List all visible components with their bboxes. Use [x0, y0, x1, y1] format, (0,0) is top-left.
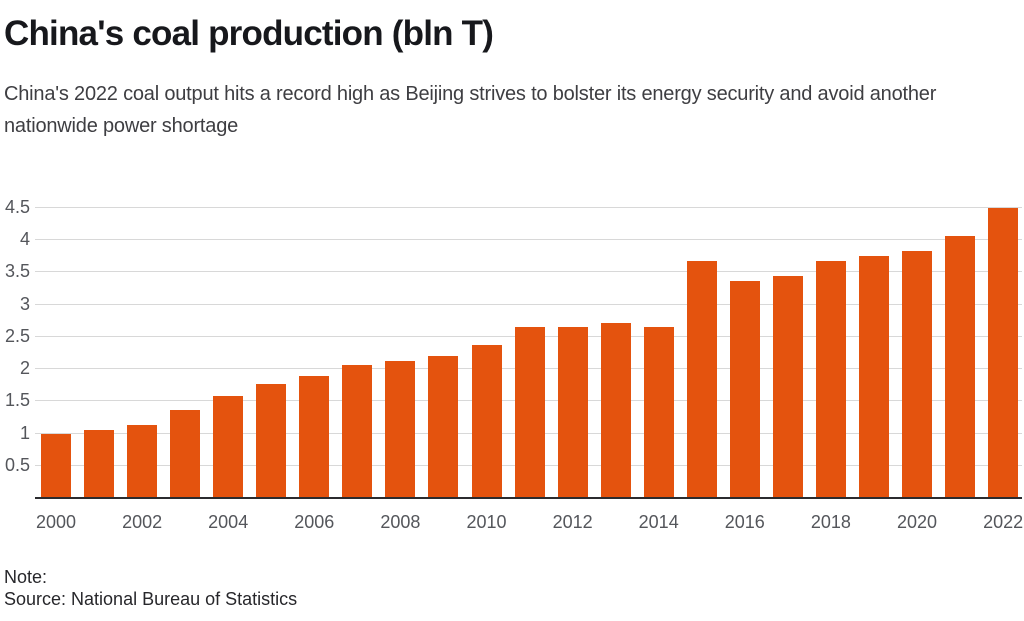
x-tick-label-2012: 2012: [552, 512, 593, 532]
bar-2021: [945, 235, 976, 498]
x-tick-label-2022: 2022: [983, 512, 1024, 532]
note-text: Note:: [4, 567, 48, 587]
gridline-4: [35, 239, 1022, 241]
bar-2015: [686, 260, 717, 498]
gridline-3.5: [35, 271, 1022, 273]
chart-title: China's coal production (bln T): [4, 14, 494, 53]
bar-2016: [729, 281, 760, 498]
bar-2004: [213, 396, 244, 498]
bar-2006: [299, 375, 330, 498]
y-tick-label-2.5: 2.5: [4, 325, 30, 346]
bar-2017: [772, 275, 803, 498]
bar-2018: [815, 260, 846, 498]
x-tick-label-2008: 2008: [380, 512, 421, 532]
x-axis-line: [35, 497, 1022, 499]
y-tick-label-3.5: 3.5: [4, 261, 30, 282]
gridline-3: [35, 303, 1022, 305]
bar-chart: 0.5 1 1.5 2 2.5 3 3.5 4 4.5 2000 2002 2004 2006 2008 2…: [4, 198, 1024, 544]
bar-2020: [902, 251, 932, 498]
y-tick-label-3: 3: [19, 293, 30, 314]
y-tick-label-4.5: 4.5: [4, 197, 30, 217]
y-tick-label-0.5: 0.5: [4, 454, 30, 475]
bar-2001: [84, 429, 115, 498]
y-tick-label-1: 1: [19, 422, 30, 443]
bar-2011: [514, 327, 545, 498]
bar-2000: [41, 433, 71, 498]
bar-2005: [256, 383, 287, 498]
bar-2022: [988, 208, 1019, 498]
bar-2002: [127, 424, 158, 498]
x-tick-label-2006: 2006: [294, 512, 335, 532]
x-tick-label-2002: 2002: [122, 512, 163, 532]
bar-2007: [342, 365, 373, 498]
bar-2003: [170, 410, 201, 498]
bar-2019: [858, 256, 889, 498]
bar-2010: [471, 344, 502, 498]
x-tick-label-2010: 2010: [466, 512, 507, 532]
bar-2014: [643, 327, 674, 498]
x-tick-label-2020: 2020: [896, 512, 938, 532]
y-tick-label-2: 2: [19, 358, 30, 379]
y-tick-label-4: 4: [19, 229, 30, 250]
gridline-4.5: [35, 207, 1022, 208]
bar-2013: [600, 322, 631, 498]
footer: Note: Source: National Bureau of Statist…: [4, 566, 1024, 610]
x-tick-label-2018: 2018: [810, 512, 851, 532]
x-tick-label-2014: 2014: [638, 512, 679, 532]
bar-2009: [428, 356, 459, 498]
chart-subtitle: China's 2022 coal output hits a record h…: [4, 83, 937, 137]
bar-2008: [385, 361, 416, 498]
x-tick-label-2004: 2004: [208, 512, 249, 532]
x-tick-label-2016: 2016: [724, 512, 765, 532]
y-tick-label-1.5: 1.5: [4, 390, 30, 411]
plot-area: 0.5 1 1.5 2 2.5 3 3.5 4 4.5 2000 2002 2004 2006 2008 2…: [5, 198, 1023, 532]
source-text: Source: National Bureau of Statistics: [4, 589, 298, 609]
x-tick-label-2000: 2000: [35, 512, 77, 532]
bar-2012: [557, 326, 588, 498]
